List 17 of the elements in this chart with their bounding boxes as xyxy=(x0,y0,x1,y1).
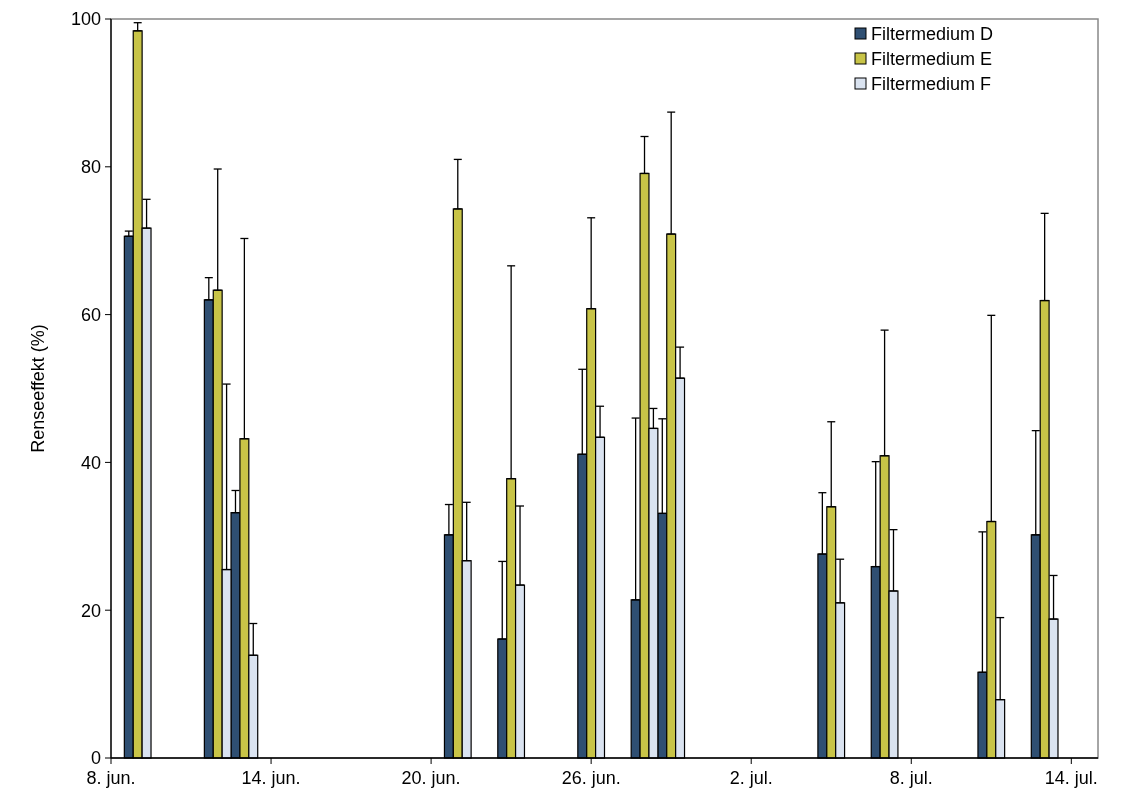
y-tick-label: 100 xyxy=(70,9,101,30)
legend-label: Filtermedium F xyxy=(871,74,992,95)
x-tick-label: 8. jun. xyxy=(86,768,136,788)
x-tick-label: 8. jul. xyxy=(889,768,933,788)
y-tick-label: 60 xyxy=(80,304,101,325)
y-axis-title: Renseeffekt (%) xyxy=(28,324,48,453)
x-tick-label: 20. jun. xyxy=(401,768,461,788)
x-tick-label: 26. jun. xyxy=(561,768,621,788)
legend-label: Filtermedium D xyxy=(871,24,994,45)
y-tick-label: 0 xyxy=(90,748,101,769)
x-tick-label: 14. jul. xyxy=(1044,768,1098,788)
y-tick-label: 20 xyxy=(80,600,101,621)
x-tick-label: 2. jul. xyxy=(729,768,773,788)
x-tick-label: 14. jun. xyxy=(241,768,301,788)
legend-label: Filtermedium E xyxy=(871,49,993,70)
y-tick-label: 40 xyxy=(80,452,101,473)
y-tick-label: 80 xyxy=(80,157,101,178)
